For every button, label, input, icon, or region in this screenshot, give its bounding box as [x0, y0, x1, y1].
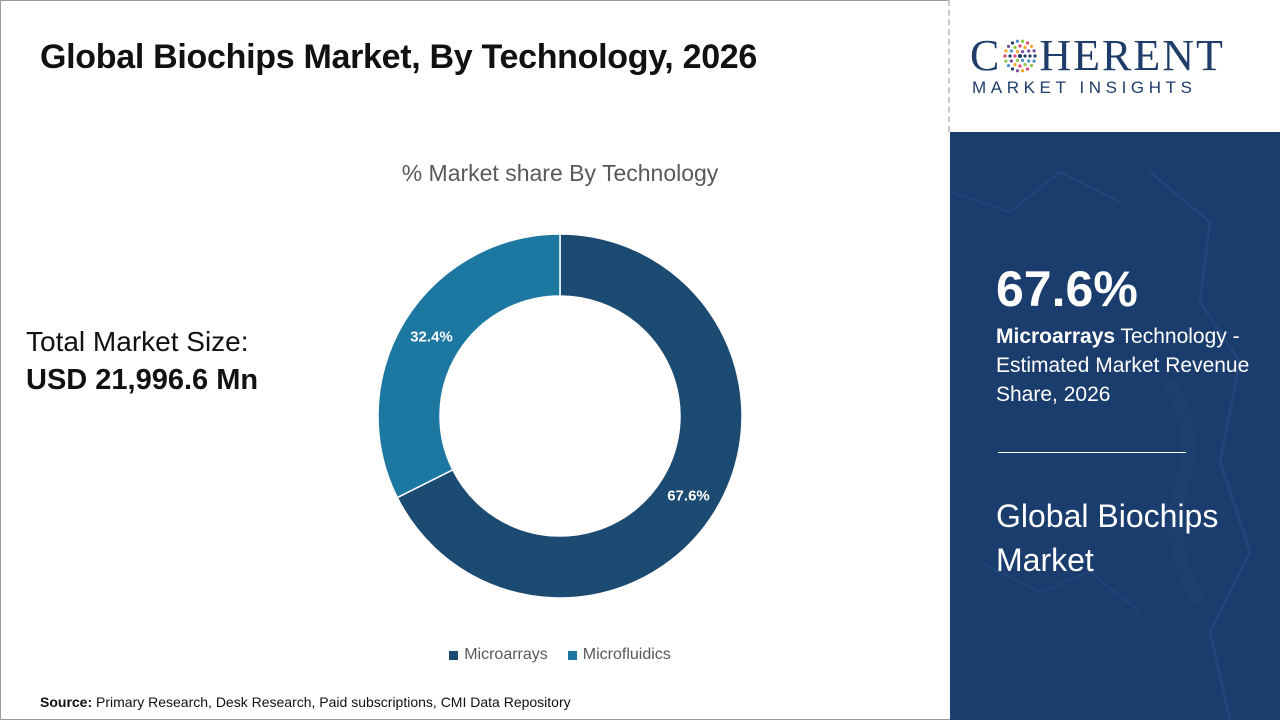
page-title: Global Biochips Market, By Technology, 2… — [40, 38, 758, 76]
chart-legend: Microarrays Microfluidics — [360, 646, 760, 664]
legend-label: Microarrays — [464, 646, 548, 663]
donut-slices — [377, 233, 743, 599]
panel-market-name: Global Biochips Market — [996, 498, 1219, 578]
legend-swatch-microfluidics — [567, 650, 577, 660]
highlight-desc-text: Technology - Estimated Market Revenue Sh… — [996, 325, 1250, 406]
donut-slice-microarrays — [396, 233, 743, 599]
highlight-panel: 67.6% Microarrays Technology - Estimated… — [950, 132, 1280, 720]
logo-wordmark: C HERENT — [970, 30, 1225, 81]
legend-item-microarrays: Microarrays — [449, 646, 548, 664]
panel-divider — [998, 452, 1186, 453]
logo-subtitle: MARKET INSIGHTS — [972, 78, 1197, 97]
dashed-divider — [948, 0, 950, 132]
chart-title: % Market share By Technology — [401, 160, 719, 186]
data-label-microfluidics: 32.4% — [410, 329, 453, 346]
donut-slice-microfluidics — [377, 233, 561, 499]
legend-swatch-microarrays — [449, 650, 459, 660]
dotted-globe-icon — [1003, 39, 1037, 72]
logo-word-right: HERENT — [1039, 31, 1225, 80]
highlight-segment: Microarrays — [996, 325, 1116, 348]
source-note: Source: Primary Research, Desk Research,… — [40, 694, 571, 710]
logo-word-left: C — [970, 31, 1002, 80]
legend-label: Microfluidics — [582, 646, 671, 663]
donut-chart: 67.6% 32.4% — [377, 233, 743, 599]
legend-item-microfluidics: Microfluidics — [567, 646, 671, 664]
highlight-description: Microarrays Technology - Estimated Marke… — [996, 322, 1266, 409]
source-text: Primary Research, Desk Research, Paid su… — [96, 694, 571, 710]
highlight-percentage: 67.6% — [996, 261, 1138, 317]
brand-logo: C HERENT MARKET INSIGHTS — [950, 0, 1280, 132]
map-texture-decoration — [950, 170, 1252, 720]
donut-labels: 67.6% 32.4% — [410, 329, 710, 505]
data-label-microarrays: 67.6% — [667, 487, 710, 504]
total-market-size-label: Total Market Size: — [26, 326, 249, 357]
source-label: Source: — [40, 694, 93, 710]
total-market-size-value: USD 21,996.6 Mn — [26, 364, 259, 396]
